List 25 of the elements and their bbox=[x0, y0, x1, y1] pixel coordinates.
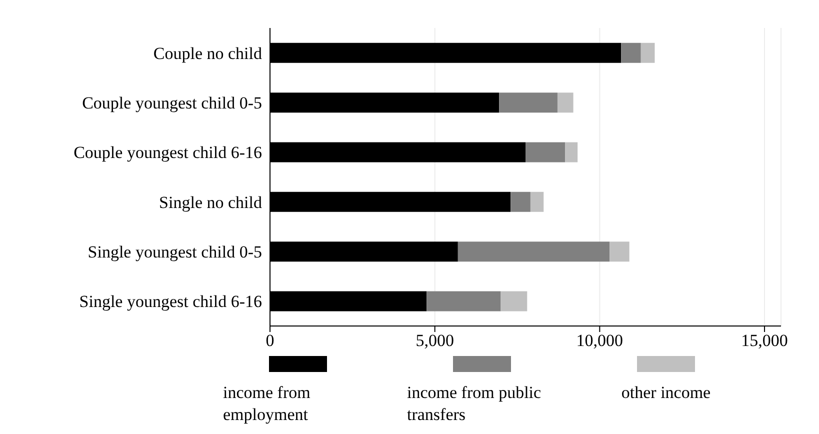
bar bbox=[565, 142, 578, 162]
bar bbox=[500, 291, 528, 312]
bar bbox=[557, 92, 574, 113]
bar bbox=[458, 242, 610, 262]
x-tick-label: 10,000 bbox=[576, 331, 624, 350]
bar bbox=[530, 192, 544, 212]
legend-label: other income bbox=[620, 382, 712, 404]
bar bbox=[621, 42, 641, 63]
y-tick-label: Couple youngest child 6-16 bbox=[74, 143, 262, 162]
y-tick-label: Single youngest child 0-5 bbox=[88, 242, 262, 262]
x-tick-label: 15,000 bbox=[741, 331, 788, 350]
bar bbox=[510, 192, 530, 212]
bar bbox=[526, 142, 566, 162]
legend-label: income from employment bbox=[223, 382, 312, 426]
y-tick-label: Single youngest child 6-16 bbox=[79, 292, 262, 312]
y-tick-label: Couple youngest child 0-5 bbox=[82, 94, 262, 113]
x-tick-label: 0 bbox=[266, 331, 274, 350]
x-tick-label: 5,000 bbox=[416, 331, 454, 350]
y-tick-label: Single no child bbox=[159, 192, 262, 212]
bar bbox=[426, 291, 501, 312]
bar bbox=[610, 242, 630, 262]
legend-label: income from public transfers bbox=[407, 382, 542, 426]
bar bbox=[640, 42, 655, 63]
y-tick-label: Couple no child bbox=[153, 44, 262, 63]
bar bbox=[499, 92, 558, 113]
